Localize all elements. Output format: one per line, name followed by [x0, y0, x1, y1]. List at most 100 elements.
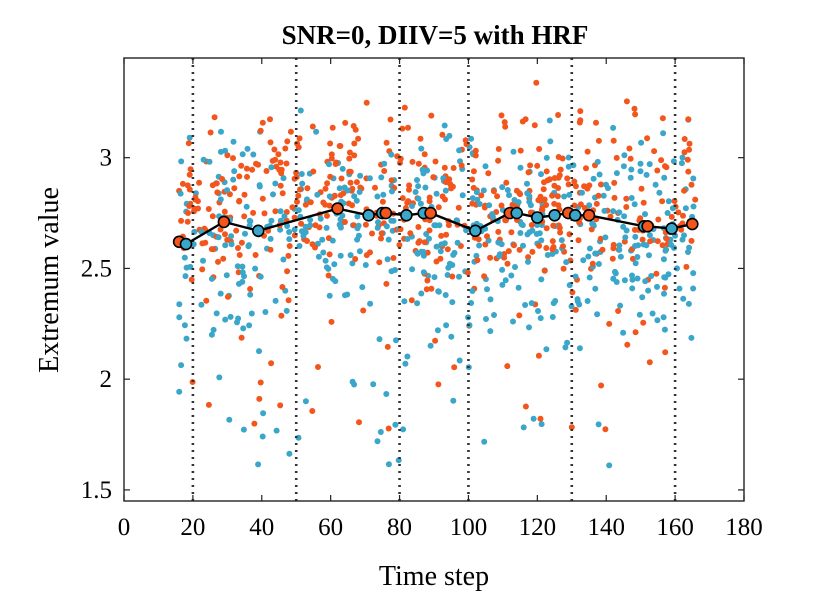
scatter-point-series-b — [384, 256, 391, 263]
scatter-point-series-b — [224, 187, 231, 194]
scatter-point-series-b — [297, 107, 304, 114]
scatter-point-series-b — [483, 316, 489, 322]
scatter-point-series-a — [681, 149, 688, 156]
scatter-point-series-b — [562, 344, 569, 351]
x-axis-label: Time step — [379, 561, 489, 591]
scatter-point-series-a — [272, 208, 279, 215]
scatter-point-series-a — [337, 143, 344, 149]
scatter-point-series-b — [660, 130, 667, 137]
scatter-point-series-a — [379, 198, 386, 205]
scatter-point-series-a — [632, 111, 639, 118]
scatter-point-series-a — [541, 267, 548, 274]
scatter-point-series-b — [401, 298, 408, 305]
mean-trend-marker — [400, 209, 413, 222]
scatter-point-series-a — [238, 162, 245, 169]
scatter-point-series-a — [443, 231, 450, 238]
scatter-point-series-b — [314, 191, 321, 198]
scatter-point-series-b — [580, 257, 587, 264]
scatter-point-series-a — [556, 224, 563, 231]
scatter-point-series-b — [610, 208, 617, 215]
scatter-point-series-b — [307, 222, 314, 229]
scatter-point-series-b — [512, 264, 518, 270]
scatter-point-series-b — [595, 261, 602, 267]
scatter-point-series-b — [255, 461, 262, 468]
scatter-point-series-a — [627, 155, 634, 162]
scatter-point-series-b — [320, 249, 327, 256]
scatter-point-series-b — [268, 164, 275, 171]
scatter-point-series-b — [561, 193, 568, 200]
scatter-point-series-a — [369, 230, 375, 237]
scatter-point-series-b — [550, 300, 557, 307]
scatter-point-series-b — [621, 213, 628, 220]
scatter-point-series-b — [283, 307, 290, 314]
scatter-point-series-a — [259, 195, 266, 202]
scatter-point-series-b — [526, 198, 533, 205]
scatter-point-series-a — [247, 286, 254, 292]
plot-frame — [123, 57, 745, 502]
scatter-point-series-a — [396, 242, 403, 248]
scatter-point-series-a — [381, 168, 388, 174]
scatter-point-series-b — [665, 271, 672, 278]
scatter-point-series-a — [647, 238, 654, 245]
scatter-point-series-b — [549, 314, 556, 320]
scatter-point-series-b — [230, 176, 237, 183]
scatter-point-series-a — [517, 191, 524, 198]
scatter-point-series-a — [278, 312, 285, 319]
scatter-point-series-b — [347, 252, 354, 259]
scatter-point-series-b — [186, 134, 193, 141]
scatter-point-series-a — [284, 268, 291, 275]
scatter-point-series-a — [285, 252, 292, 259]
scatter-point-series-a — [490, 188, 497, 195]
scatter-point-series-a — [472, 152, 479, 159]
scatter-point-series-b — [511, 197, 518, 203]
scatter-point-series-b — [298, 171, 305, 177]
scatter-point-series-b — [543, 154, 550, 161]
scatter-point-series-b — [230, 138, 237, 145]
scatter-point-series-b — [392, 421, 399, 428]
x-tick-label: 140 — [587, 514, 625, 541]
scatter-point-series-a — [241, 191, 248, 198]
scatter-point-series-b — [215, 234, 222, 241]
scatter-point-series-b — [482, 163, 489, 170]
scatter-point-series-b — [300, 232, 307, 239]
scatter-point-series-b — [227, 313, 234, 320]
scatter-point-series-a — [470, 184, 477, 191]
scatter-point-series-a — [230, 155, 236, 162]
scatter-point-series-a — [257, 127, 264, 134]
scatter-point-series-a — [353, 179, 360, 186]
scatter-point-series-b — [456, 147, 463, 154]
scatter-point-series-a — [415, 160, 422, 167]
scatter-point-series-a — [498, 112, 505, 119]
scatter-point-series-a — [329, 124, 336, 131]
scatter-point-series-b — [456, 273, 462, 280]
scatter-point-series-a — [341, 219, 348, 225]
scatter-point-series-b — [250, 151, 257, 158]
axis-ticks: 0 20 40 60 80 100 120 140 160 180 1.5 2 2.5 3 — [81, 58, 763, 541]
scatter-point-series-a — [565, 181, 572, 188]
scatter-point-series-b — [313, 128, 320, 135]
scatter-point-series-a — [576, 119, 583, 126]
scatter-point-series-a — [185, 210, 191, 216]
scatter-point-series-b — [640, 241, 647, 248]
mean-trend-marker — [510, 206, 524, 220]
scatter-point-series-a — [551, 200, 558, 207]
scatter-point-series-b — [183, 335, 190, 342]
scatter-point-series-a — [384, 343, 391, 350]
scatter-point-series-a — [469, 176, 476, 183]
scatter-point-series-a — [217, 226, 224, 233]
scatter-point-series-a — [221, 208, 228, 215]
scatter-point-series-a — [659, 242, 666, 249]
scatter-point-series-a — [275, 151, 282, 158]
scatter-point-series-b — [572, 273, 579, 280]
scatter-point-series-a — [351, 152, 358, 159]
scatter-point-series-a — [261, 210, 268, 217]
mean-trend-marker — [641, 220, 654, 233]
scatter-point-series-a — [307, 199, 314, 206]
scatter-point-series-a — [376, 259, 383, 266]
scatter-point-series-a — [598, 382, 605, 389]
scatter-point-series-a — [325, 272, 332, 279]
scatter-point-series-b — [529, 227, 536, 234]
scatter-point-series-b — [374, 193, 381, 200]
scatter-point-series-b — [422, 184, 429, 191]
scatter-point-series-a — [222, 231, 228, 238]
